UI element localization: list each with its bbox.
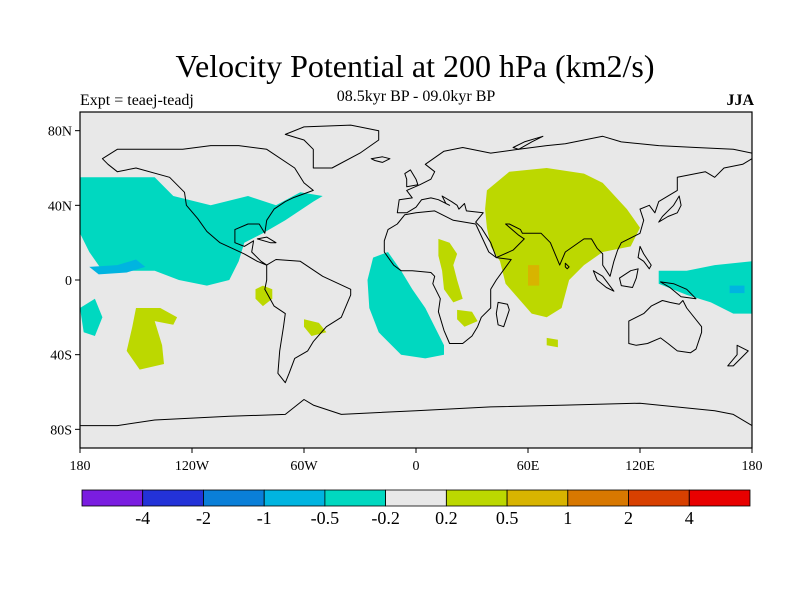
colorbar-label: 4 xyxy=(685,508,694,528)
colorbar-swatch xyxy=(385,489,447,507)
lat-axis: 80N 40N 0 40S 80S xyxy=(48,125,80,438)
coastline-new-zealand xyxy=(727,344,749,367)
coastline-sumatra xyxy=(592,270,615,292)
colorbar-label: -0.2 xyxy=(371,508,400,528)
lon-tick-label: 180 xyxy=(742,459,763,474)
coastline-iceland xyxy=(370,156,391,163)
colorbar-label: -1 xyxy=(257,508,272,528)
colorbar-label: -0.5 xyxy=(311,508,340,528)
lon-tick-label: 120W xyxy=(175,459,210,474)
coastline-japan xyxy=(658,195,682,223)
coastline-south-america xyxy=(264,259,352,384)
coastline-australia xyxy=(628,300,703,354)
colorbar: -4 -2 -1 -0.5 -0.2 0.2 0.5 1 2 4 xyxy=(81,489,751,528)
lon-tick-label: 60W xyxy=(290,459,318,474)
region-s-pacific-positive xyxy=(126,308,178,370)
plot-subtitle: 08.5kyr BP - 09.0kyr BP xyxy=(336,88,496,105)
region-c-pacific-core xyxy=(89,259,146,275)
experiment-label: Expt = teaej-teadj xyxy=(80,92,194,109)
colorbar-swatch xyxy=(263,489,326,507)
colorbar-swatch xyxy=(506,489,569,507)
colorbar-label: 2 xyxy=(624,508,633,528)
coastline-antarctica xyxy=(80,399,752,448)
region-asia-positive xyxy=(485,168,640,318)
colorbar-swatch xyxy=(688,489,751,507)
region-se-pacific-negative xyxy=(80,298,103,336)
region-w-pacific-core xyxy=(729,285,745,294)
region-madagascar-positive xyxy=(457,309,478,327)
lat-tick-label: 80N xyxy=(48,125,72,140)
coastline-madagascar xyxy=(495,301,510,328)
lon-tick-label: 0 xyxy=(413,459,420,474)
colorbar-label: 1 xyxy=(563,508,572,528)
coastlines xyxy=(80,124,752,448)
colorbar-swatch xyxy=(81,489,144,507)
coastline-greenland xyxy=(284,124,380,169)
lon-axis: 180 120W 60W 0 60E 120E 180 xyxy=(70,448,763,474)
shaded-regions xyxy=(80,168,752,370)
region-amazon-positive xyxy=(255,285,273,307)
lat-tick-label: 40N xyxy=(48,199,72,214)
colorbar-label: 0.2 xyxy=(435,508,458,528)
region-arabian-sea-core xyxy=(528,265,540,286)
coastline-sri-lanka xyxy=(564,262,570,270)
season-label: JJA xyxy=(726,92,754,109)
plot-title: Velocity Potential at 200 hPa (km2/s) xyxy=(175,48,655,84)
coastline-africa xyxy=(383,210,512,344)
coastline-borneo xyxy=(619,268,639,288)
region-s-atlantic-negative xyxy=(367,252,444,359)
colorbar-swatch xyxy=(203,489,265,507)
colorbar-label: 0.5 xyxy=(496,508,519,528)
colorbar-swatch xyxy=(142,489,204,507)
colorbar-swatch xyxy=(567,489,629,507)
region-africa-positive xyxy=(438,238,463,303)
coastline-novaya-zemlya xyxy=(512,135,544,150)
coastline-cuba xyxy=(256,236,277,244)
lat-tick-label: 80S xyxy=(50,423,72,438)
coastline-uk xyxy=(404,169,419,188)
region-w-pacific-negative xyxy=(658,261,752,314)
colorbar-label: -2 xyxy=(196,508,211,528)
coastline-new-guinea xyxy=(660,281,697,300)
colorbar-swatch xyxy=(445,489,508,507)
coastline-north-america xyxy=(101,145,314,266)
coastline-eurasia xyxy=(396,135,752,277)
region-s-atlantic-small-positive xyxy=(304,319,327,336)
colorbar-swatch xyxy=(324,489,386,507)
coastline-philippines xyxy=(637,245,652,270)
lat-tick-label: 40S xyxy=(50,349,72,364)
colorbar-label: -4 xyxy=(135,508,150,528)
region-n-pacific-negative xyxy=(80,177,323,286)
lon-tick-label: 120E xyxy=(625,459,655,474)
colorbar-swatch xyxy=(628,489,690,507)
lon-tick-label: 180 xyxy=(70,459,91,474)
lon-tick-label: 60E xyxy=(517,459,540,474)
lat-tick-label: 0 xyxy=(65,274,72,289)
region-indian-small-positive xyxy=(546,337,558,348)
